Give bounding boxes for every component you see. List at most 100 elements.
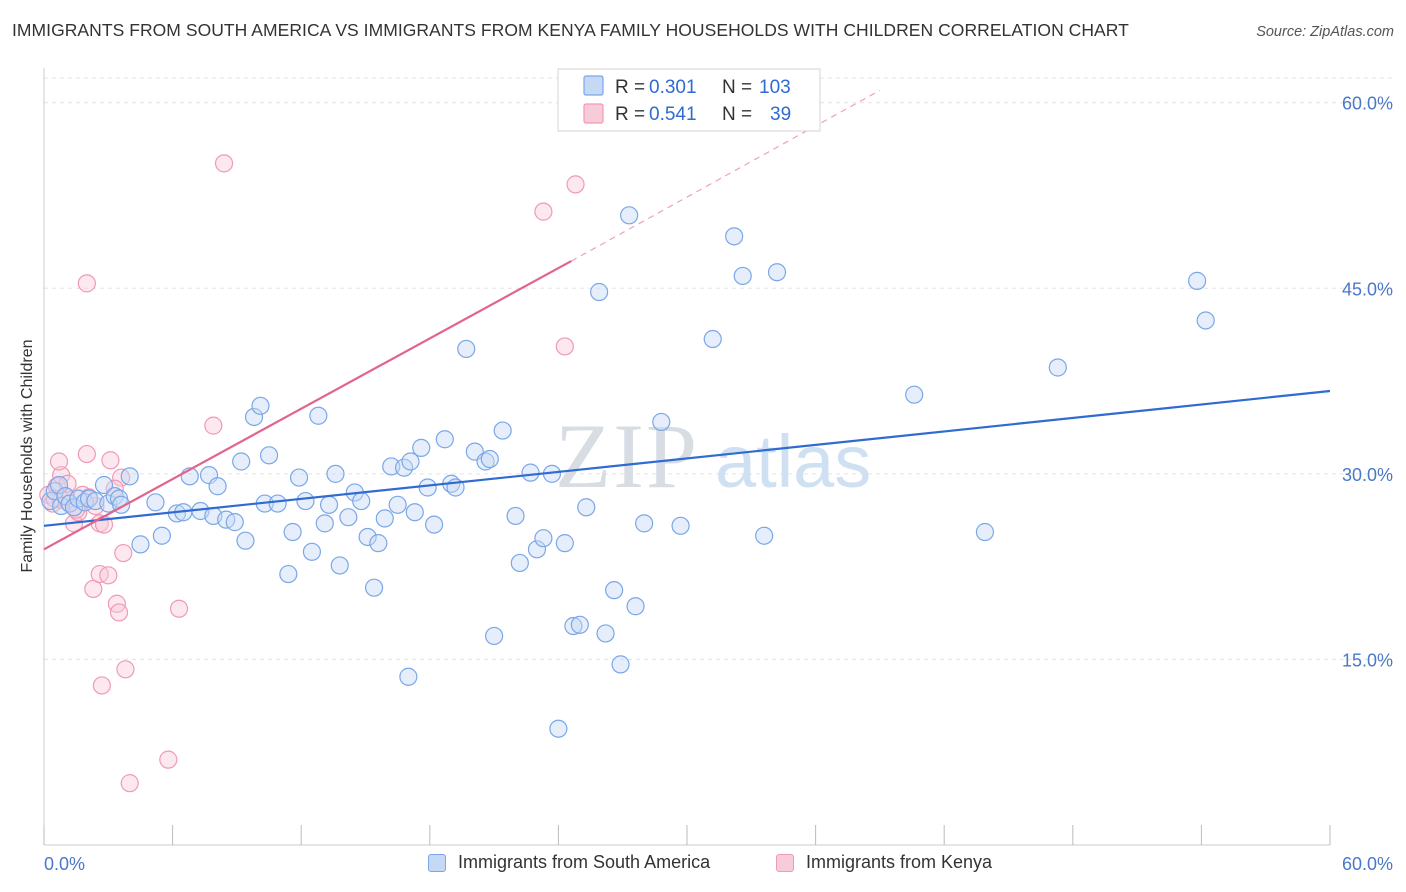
kenya-trend-extension	[570, 89, 881, 262]
south-america-point-97	[1188, 271, 1207, 290]
south-america-trend-line	[43, 389, 1331, 527]
south-america-point-56	[405, 503, 424, 522]
south-america-point-39	[302, 542, 322, 561]
legend-item-south-america: Immigrants from South America	[428, 852, 710, 873]
south-america-point-71	[521, 463, 540, 482]
south-america-point-60	[435, 430, 454, 449]
south-america-point-37	[289, 468, 309, 487]
south-america-point-78	[570, 615, 589, 634]
south-america-point-2	[49, 475, 69, 495]
legend-item-kenya: Immigrants from Kenya	[776, 852, 992, 873]
south-america-point-83	[611, 655, 630, 674]
south-america-point-33	[259, 446, 279, 465]
south-america-point-42	[319, 495, 339, 514]
south-america-point-84	[620, 206, 639, 225]
kenya-point-22	[99, 566, 118, 585]
x-tick-label-0: 0.0%	[44, 854, 85, 874]
legend-r-label-1: R =	[615, 77, 645, 98]
south-america-point-75	[549, 719, 568, 738]
kenya-point-31	[204, 416, 223, 435]
south-america-point-93	[767, 263, 787, 282]
watermark-zip: ZIP	[555, 405, 699, 507]
y-tick-label-2: 45.0%	[1342, 279, 1393, 299]
south-america-point-35	[279, 564, 298, 584]
kenya-point-18	[77, 444, 96, 464]
legend-swatch-south-america	[583, 75, 604, 96]
kenya-point-34	[555, 337, 574, 356]
legend-swatch-south-america-bottom	[428, 853, 446, 872]
south-america-point-53	[388, 495, 407, 514]
legend-r-label-2: R =	[615, 104, 645, 125]
kenya-point-28	[120, 774, 139, 793]
kenya-point-27	[92, 676, 111, 695]
south-america-point-38	[296, 491, 315, 511]
south-america-point-28	[232, 452, 251, 471]
south-america-point-89	[703, 329, 722, 349]
south-america-point-85	[626, 597, 645, 616]
south-america-point-12	[99, 494, 118, 513]
south-america-point-72	[527, 540, 547, 559]
legend-swatch-kenya	[583, 103, 604, 124]
south-america-point-88	[671, 516, 690, 535]
south-america-point-99	[399, 667, 418, 686]
south-america-point-18	[152, 526, 171, 545]
y-tick-label-3: 60.0%	[1342, 94, 1393, 114]
south-america-point-34	[268, 494, 287, 513]
south-america-point-58	[418, 478, 437, 497]
south-america-point-30	[244, 407, 264, 427]
south-america-point-70	[510, 553, 529, 573]
kenya-point-35	[566, 175, 585, 194]
south-america-point-77	[564, 616, 583, 636]
legend-r-value-1: 0.301	[649, 77, 697, 98]
south-america-point-55	[401, 452, 420, 471]
kenya-point-29	[159, 750, 178, 769]
south-america-point-82	[605, 581, 624, 600]
y-tick-label-0: 15.0%	[1342, 650, 1393, 670]
south-america-point-50	[369, 534, 388, 553]
chart-title: IMMIGRANTS FROM SOUTH AMERICA VS IMMIGRA…	[12, 20, 1129, 40]
south-america-point-16	[131, 535, 150, 554]
legend-label-south-america: Immigrants from South America	[458, 852, 711, 872]
stats-legend: R = 0.301 N = 103 R = 0.541 N = 39	[557, 68, 821, 132]
y-tick-label-1: 30.0%	[1342, 465, 1393, 485]
tick-labels: 15.0% 30.0% 45.0% 60.0% 0.0% 60.0%	[44, 94, 1393, 874]
south-america-point-79	[577, 498, 596, 517]
south-america-point-36	[283, 522, 302, 542]
south-america-point-43	[326, 464, 345, 483]
south-america-point-67	[485, 626, 504, 646]
south-america-point-48	[358, 527, 377, 547]
south-america-point-25	[208, 477, 227, 496]
south-america-point-6	[64, 498, 84, 517]
south-america-point-94	[905, 385, 924, 404]
south-america-point-81	[596, 624, 615, 643]
axes	[43, 68, 1331, 846]
kenya-point-24	[109, 603, 129, 622]
kenya-point-13	[101, 451, 120, 470]
south-america-point-90	[725, 227, 744, 246]
south-america-point-92	[755, 526, 774, 545]
legend-r-value-2: 0.541	[649, 104, 697, 125]
source-credit: Source: ZipAtlas.com	[1256, 24, 1394, 40]
south-america-points	[41, 206, 1215, 738]
south-america-point-69	[506, 506, 525, 526]
kenya-point-33	[534, 202, 553, 221]
south-america-point-96	[1048, 358, 1067, 377]
south-america-point-91	[733, 266, 752, 286]
south-america-point-49	[364, 578, 384, 597]
south-america-point-76	[555, 534, 574, 553]
south-america-point-98	[1196, 311, 1215, 330]
south-america-point-80	[590, 282, 609, 302]
kenya-point-25	[114, 543, 133, 563]
legend-n-label-1: N =	[722, 77, 752, 98]
south-america-point-87	[652, 412, 671, 432]
watermark: ZIP atlas	[555, 405, 871, 507]
legend-n-value-1: 103	[759, 77, 791, 98]
south-america-point-29	[236, 531, 255, 550]
south-america-point-95	[975, 522, 995, 542]
south-america-point-41	[315, 514, 334, 533]
south-america-point-27	[225, 513, 244, 532]
south-america-point-47	[352, 491, 371, 511]
trend-lines	[43, 89, 1331, 551]
watermark-atlas: atlas	[715, 420, 871, 503]
